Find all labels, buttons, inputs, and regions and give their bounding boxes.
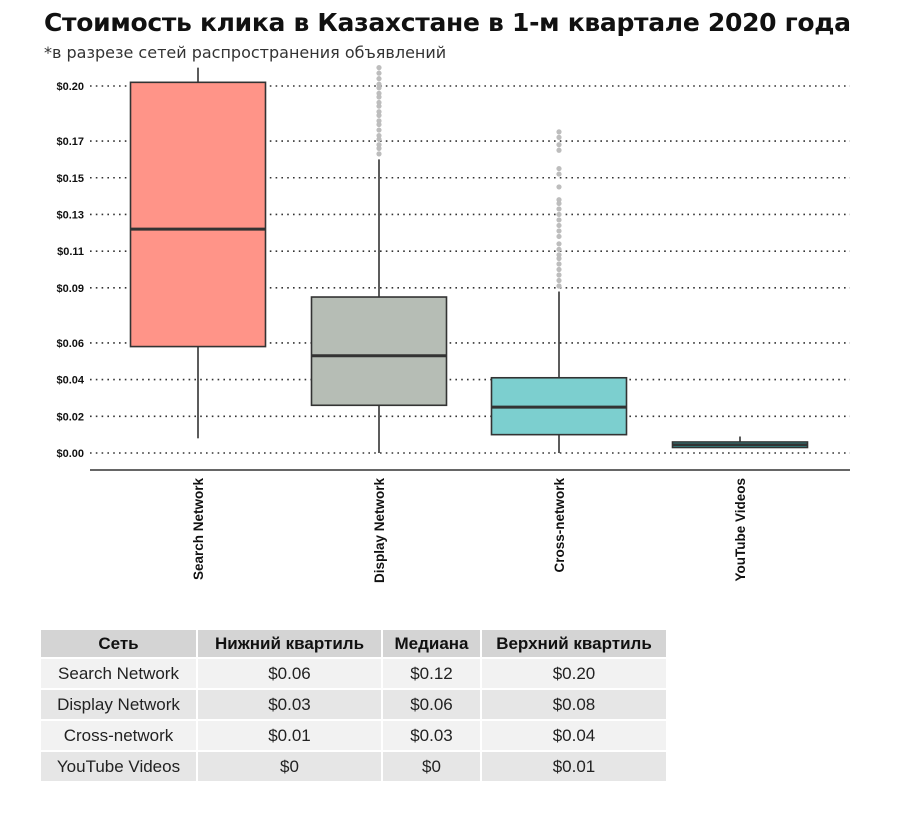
table-cell: $0.08	[482, 690, 666, 719]
y-tick-label: $0.13	[56, 209, 84, 221]
table-cell: $0.06	[383, 690, 480, 719]
table-cell: $0.20	[482, 659, 666, 688]
outlier-point	[556, 165, 562, 172]
x-axis-ticks: Search Network Display Network Cross-netwo…	[191, 478, 748, 584]
y-tick-label: $0.06	[56, 338, 84, 350]
y-axis-ticks: $0.00 $0.02 $0.04 $0.06 $0.09 $0.11 $0.13 $0.15…	[56, 81, 84, 460]
outlier-point	[556, 197, 562, 203]
iqr-box	[310, 296, 448, 407]
table-cell: $0.04	[482, 721, 666, 750]
outlier-point	[556, 206, 562, 212]
y-tick-label: $0.00	[56, 448, 84, 460]
gridlines	[90, 85, 850, 454]
outlier-point	[556, 171, 562, 177]
table-cell: $0.06	[198, 659, 381, 688]
table-row: Cross-network $0.01 $0.03 $0.04	[41, 721, 666, 750]
outlier-point	[376, 103, 382, 109]
outlier-point	[376, 65, 382, 71]
y-tick-label: $0.11	[57, 246, 84, 258]
outlier-point	[376, 121, 382, 128]
outlier-point	[556, 222, 562, 229]
outlier-point	[556, 134, 562, 140]
outlier-point	[376, 132, 382, 139]
outlier-point	[376, 76, 382, 82]
x-tick-label: YouTube Videos	[733, 478, 748, 582]
table-cell: $0.01	[482, 752, 666, 781]
box-search-network	[129, 67, 267, 439]
outlier-point	[376, 142, 382, 148]
table-row: Display Network $0.03 $0.06 $0.08	[41, 690, 666, 719]
outlier-point	[556, 184, 562, 190]
table-cell: YouTube Videos	[41, 752, 196, 781]
boxes	[129, 65, 809, 453]
y-tick-label: $0.04	[56, 375, 84, 387]
y-tick-label: $0.09	[56, 283, 84, 295]
table-cell: Cross-network	[41, 721, 196, 750]
box-youtube-videos	[671, 436, 809, 449]
table-cell: $0.03	[383, 721, 480, 750]
table-header-row: Сеть Нижний квартиль Медиана Верхний ква…	[41, 630, 666, 657]
outlier-point	[556, 129, 562, 135]
outlier-point	[376, 85, 382, 91]
table-cell: $0.12	[383, 659, 480, 688]
outlier-point	[376, 127, 382, 133]
outlier-point	[556, 252, 562, 258]
box-display-network	[310, 65, 448, 453]
outlier-point	[556, 277, 562, 284]
outlier-point	[376, 70, 382, 76]
outlier-point	[556, 246, 562, 252]
outlier-point	[556, 241, 562, 247]
outlier-point	[556, 255, 562, 262]
outlier-point	[376, 136, 382, 142]
outlier-point	[556, 217, 562, 223]
table-row: Search Network $0.06 $0.12 $0.20	[41, 659, 666, 688]
table-cell: Display Network	[41, 690, 196, 719]
x-tick-label: Cross-network	[552, 478, 567, 573]
outlier-point	[376, 90, 382, 96]
chart-subtitle: *в разрезе сетей распространения объявле…	[44, 43, 447, 62]
y-tick-label: $0.02	[56, 411, 84, 423]
outlier-point	[376, 109, 382, 115]
table-header-cell: Нижний квартиль	[198, 630, 381, 657]
outlier-point	[556, 147, 562, 153]
outlier-point	[376, 118, 382, 124]
table-header-cell: Верхний квартиль	[482, 630, 666, 657]
stats-table: Сеть Нижний квартиль Медиана Верхний ква…	[39, 628, 668, 783]
outlier-point	[376, 94, 382, 100]
table-cell: $0.01	[198, 721, 381, 750]
table-cell: Search Network	[41, 659, 196, 688]
outlier-point	[556, 261, 562, 267]
outlier-point	[376, 112, 382, 118]
table-header-cell: Сеть	[41, 630, 196, 657]
outlier-point	[556, 142, 562, 148]
x-tick-label: Search Network	[191, 478, 206, 581]
iqr-box	[129, 81, 267, 348]
outlier-point	[556, 272, 562, 278]
outlier-point	[556, 266, 562, 273]
box-cross-network	[490, 129, 628, 453]
y-tick-label: $0.20	[56, 81, 84, 93]
outlier-point	[556, 233, 562, 240]
outlier-point	[556, 228, 562, 234]
outlier-point	[376, 145, 382, 151]
chart-title: Стоимость клика в Казахстане в 1-м кварт…	[44, 8, 851, 37]
boxplot-chart: $0.00 $0.02 $0.04 $0.06 $0.09 $0.11 $0.13 $0.15…	[56, 65, 850, 584]
table-header-cell: Медиана	[383, 630, 480, 657]
table-cell: $0	[198, 752, 381, 781]
table-cell: $0	[383, 752, 480, 781]
outlier-point	[376, 99, 382, 106]
outlier-point	[376, 151, 382, 157]
outlier-point	[376, 81, 382, 87]
table-row: YouTube Videos $0 $0 $0.01	[41, 752, 666, 781]
y-tick-label: $0.15	[56, 173, 84, 185]
outlier-point	[556, 283, 562, 289]
y-tick-label: $0.17	[56, 136, 84, 148]
outlier-point	[556, 200, 562, 207]
outlier-point	[556, 211, 562, 218]
x-tick-label: Display Network	[372, 478, 387, 584]
table-cell: $0.03	[198, 690, 381, 719]
